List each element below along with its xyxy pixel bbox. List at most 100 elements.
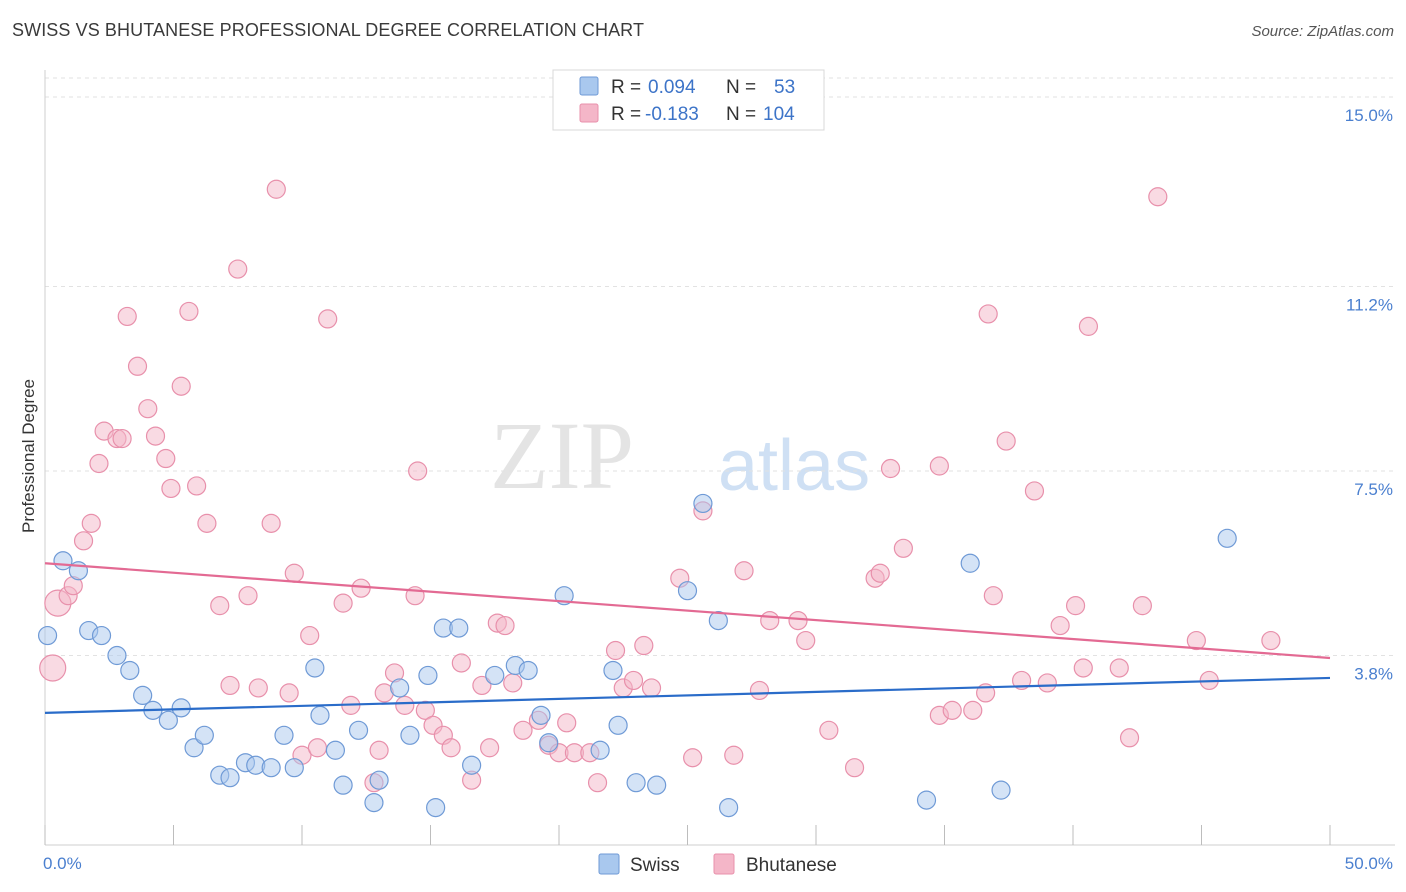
bhutanese-point [307,738,328,758]
bhutanese-point [1024,481,1045,501]
bhutanese-point [495,615,515,636]
bhutanese-point [161,478,181,499]
bhutanese-point [248,678,268,698]
bhutanese-point [369,740,389,760]
bhutanese-point [963,700,983,720]
watermark-zip: ZIP [490,402,634,509]
swiss-point [626,773,646,793]
bhutanese-point [788,610,808,631]
point-layer [37,179,1331,818]
swiss-point [171,698,191,718]
swiss-point [305,658,325,678]
swiss-point [603,660,623,681]
bhutanese-point [117,306,137,327]
ylabel-layer: Professional Degree [19,379,38,533]
bhutanese-point [796,630,816,651]
legend-swiss-n-value: 53 [774,77,795,98]
bhutanese-point [266,179,286,199]
swiss-point [261,758,281,778]
bhutanese-point [1119,728,1140,748]
legend-bottom-swiss-swatch [598,853,620,875]
swiss-point [364,793,384,813]
bhutanese-point [127,356,148,376]
y-tick-label: 3.8% [1354,665,1393,684]
bhutanese-point [1186,630,1206,651]
swiss-point [284,758,304,778]
bhutanese-point [996,431,1016,451]
swiss-point [647,775,667,795]
swiss-point [1217,528,1237,548]
bhutanese-point [441,738,461,758]
bhutanese-point [819,720,839,740]
bhutanese-point [395,695,415,715]
swiss-point [590,740,610,760]
swiss-point [220,768,240,788]
swiss-point [539,733,559,753]
legend-bottom: Swiss Bhutanese [598,853,837,876]
swiss-point [390,678,410,698]
bhutanese-point [187,476,207,496]
bhutanese-point [683,748,703,768]
bhutanese-point [333,593,353,613]
bhutanese-point [171,376,191,396]
bhutanese-point [734,561,754,581]
swiss-point [37,625,58,646]
bhutanese-point [81,513,101,533]
watermark-atlas: atlas [718,426,870,506]
swiss-point [960,553,980,573]
bhutanese-point [1050,615,1070,636]
swiss-point [418,665,438,686]
swiss-trend-line [44,676,1331,714]
bhutanese-point [641,678,662,698]
swiss-point [449,618,469,638]
bhutanese-point [1073,658,1093,678]
swiss-point [719,797,739,818]
bhutanese-point [138,399,158,419]
x-tick-label-max: 50.0% [1345,854,1393,873]
bhutanese-point [39,654,67,682]
swiss-point [708,610,728,631]
legend-bottom-bhutanese-swatch [713,853,735,875]
bhutanese-point [557,713,577,733]
bhutanese-point [451,653,471,673]
y-axis-label: Professional Degree [19,379,38,533]
bhutanese-point [749,680,770,701]
swiss-point [485,665,505,686]
bhutanese-point [942,700,962,720]
swiss-point [608,715,628,735]
y-tick-label: 11.2% [1346,295,1393,314]
legend-swiss-swatch [579,76,599,96]
bhutanese-point [210,596,230,616]
axis-layer: 3.8% 7.5% 11.2% 15.0% 0.0% 50.0% [43,70,1395,873]
bhutanese-point [279,683,299,703]
swiss-point [107,645,127,666]
chart-title: SWISS VS BHUTANESE PROFESSIONAL DEGREE C… [12,20,645,40]
bhutanese-point [929,456,949,476]
y-tick-label: 15.0% [1345,106,1393,125]
swiss-point [991,780,1011,800]
swiss-point [133,685,153,706]
bhutanese-point [408,461,428,481]
bhutanese-point [145,426,166,446]
swiss-point [333,775,353,795]
watermark: ZIP atlas [490,402,870,509]
swiss-point [274,725,294,745]
swiss-point [53,551,73,571]
bhutanese-point [1148,187,1168,207]
bhutanese-point [1132,596,1152,616]
bhutanese-point [73,531,94,551]
swiss-point [693,493,713,514]
bhutanese-point [893,538,913,558]
swiss-point [184,738,204,758]
bhutanese-point [89,453,109,474]
bhutanese-point [1011,670,1032,691]
swiss-point [120,660,140,681]
bhutanese-point [318,309,338,329]
legend-bhutanese-r-label: R = [611,104,641,125]
swiss-point [916,790,937,810]
bhutanese-point [220,675,240,696]
swiss-point [325,740,346,760]
bhutanese-point [587,773,608,793]
bhutanese-point [351,578,371,598]
